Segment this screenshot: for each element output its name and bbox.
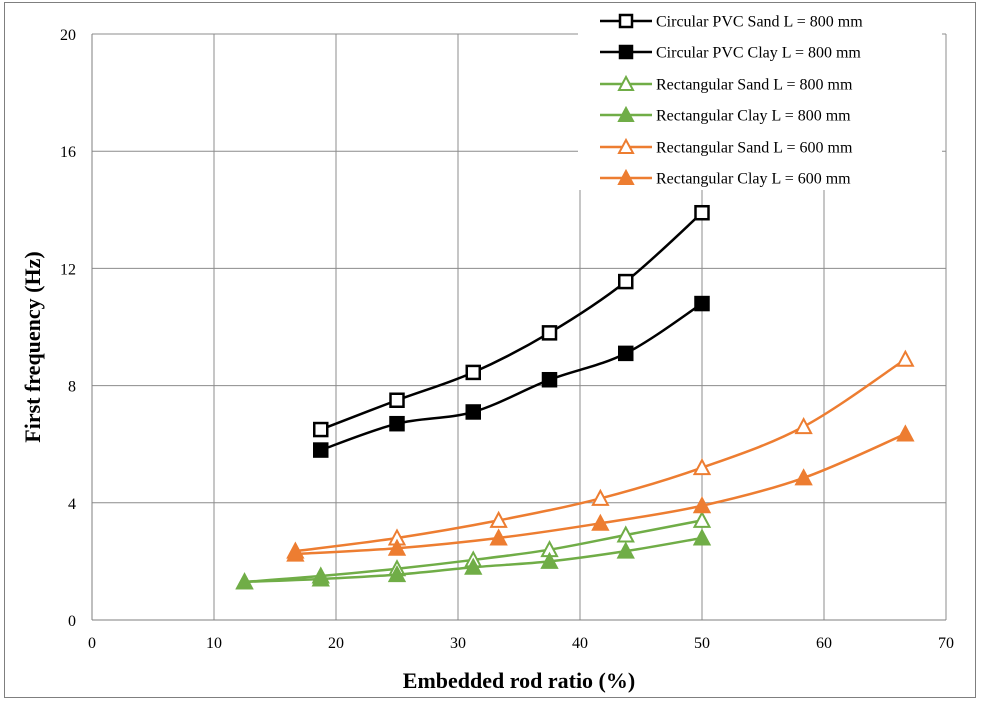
data-point xyxy=(618,345,634,362)
data-point xyxy=(313,421,329,438)
data-point xyxy=(235,572,254,590)
data-point xyxy=(692,458,712,476)
legend-entry: Rectangular Clay L = 800 mm xyxy=(600,105,851,125)
legend: Circular PVC Sand L = 800 mm Circular PVC… xyxy=(600,14,863,188)
legend-label: Circular PVC Clay L = 800 mm xyxy=(656,45,861,62)
data-point xyxy=(465,404,481,420)
x-tick-label: 0 xyxy=(88,635,96,652)
y-tick-label: 4 xyxy=(68,496,76,513)
legend-swatch-marker xyxy=(617,105,635,122)
data-point xyxy=(387,564,407,583)
legend-label: Rectangular Clay L = 600 mm xyxy=(656,171,851,188)
data-point xyxy=(591,513,610,531)
x-tick-label: 50 xyxy=(694,635,710,652)
data-point xyxy=(896,424,915,442)
x-axis-label: Embedded rod ratio (%) xyxy=(403,668,635,693)
data-point xyxy=(896,349,915,367)
data-point xyxy=(692,510,712,528)
y-axis-label: First frequency (Hz) xyxy=(20,251,45,442)
legend-box xyxy=(578,4,942,190)
data-point xyxy=(311,569,330,587)
x-tick-label: 30 xyxy=(450,635,466,652)
x-tick-label: 70 xyxy=(938,635,954,652)
data-point xyxy=(694,204,710,221)
data-point xyxy=(794,468,813,486)
legend-label: Rectangular Sand L = 800 mm xyxy=(656,77,853,94)
legend-background xyxy=(578,4,942,190)
data-point xyxy=(389,392,405,408)
data-point xyxy=(616,541,635,559)
legend-swatch-marker xyxy=(617,74,635,91)
x-tick-label: 20 xyxy=(328,635,344,652)
series-5 xyxy=(286,424,915,562)
y-tick-label: 16 xyxy=(60,144,76,161)
data-point xyxy=(389,415,405,432)
legend-entry: Rectangular Sand L = 800 mm xyxy=(600,74,853,94)
legend-entry: Rectangular Sand L = 600 mm xyxy=(600,137,853,157)
legend-swatch-marker xyxy=(618,13,634,29)
series-0 xyxy=(313,204,710,438)
data-point xyxy=(794,417,813,435)
y-tick-label: 0 xyxy=(68,613,76,630)
data-point xyxy=(313,442,329,458)
legend-swatch-marker xyxy=(617,168,635,185)
data-point xyxy=(489,510,508,528)
data-point xyxy=(692,528,712,546)
legend-entry: Rectangular Clay L = 600 mm xyxy=(600,168,851,188)
series-1 xyxy=(313,295,710,458)
legend-label: Rectangular Sand L = 600 mm xyxy=(656,140,853,157)
legend-label: Rectangular Clay L = 800 mm xyxy=(656,108,851,125)
data-point xyxy=(694,295,710,312)
series-layer xyxy=(235,204,915,590)
data-point xyxy=(692,496,712,514)
legend-label: Circular PVC Sand L = 800 mm xyxy=(656,14,863,31)
data-point xyxy=(541,371,558,388)
y-tick-label: 12 xyxy=(60,261,76,278)
data-point xyxy=(489,528,508,546)
data-point xyxy=(465,364,481,381)
tick-labels: 0 10 20 30 40 50 60 70 0 4 8 12 16 20 xyxy=(60,27,954,652)
series-3 xyxy=(235,528,712,590)
data-point xyxy=(540,551,559,569)
legend-entry: Circular PVC Sand L = 800 mm xyxy=(600,14,863,31)
data-point xyxy=(541,325,558,341)
data-point xyxy=(286,544,305,562)
data-point xyxy=(464,557,483,575)
x-tick-label: 40 xyxy=(572,635,588,652)
data-point xyxy=(591,488,610,506)
series-line xyxy=(320,302,703,452)
x-tick-label: 60 xyxy=(816,635,832,652)
x-tick-label: 10 xyxy=(206,635,222,652)
legend-entry: Circular PVC Clay L = 800 mm xyxy=(600,45,861,62)
legend-swatch-marker xyxy=(617,137,635,154)
legend-swatch-marker xyxy=(618,44,634,60)
y-tick-label: 20 xyxy=(60,27,76,44)
data-point xyxy=(618,273,634,290)
y-tick-label: 8 xyxy=(68,379,76,396)
data-point xyxy=(387,538,407,556)
